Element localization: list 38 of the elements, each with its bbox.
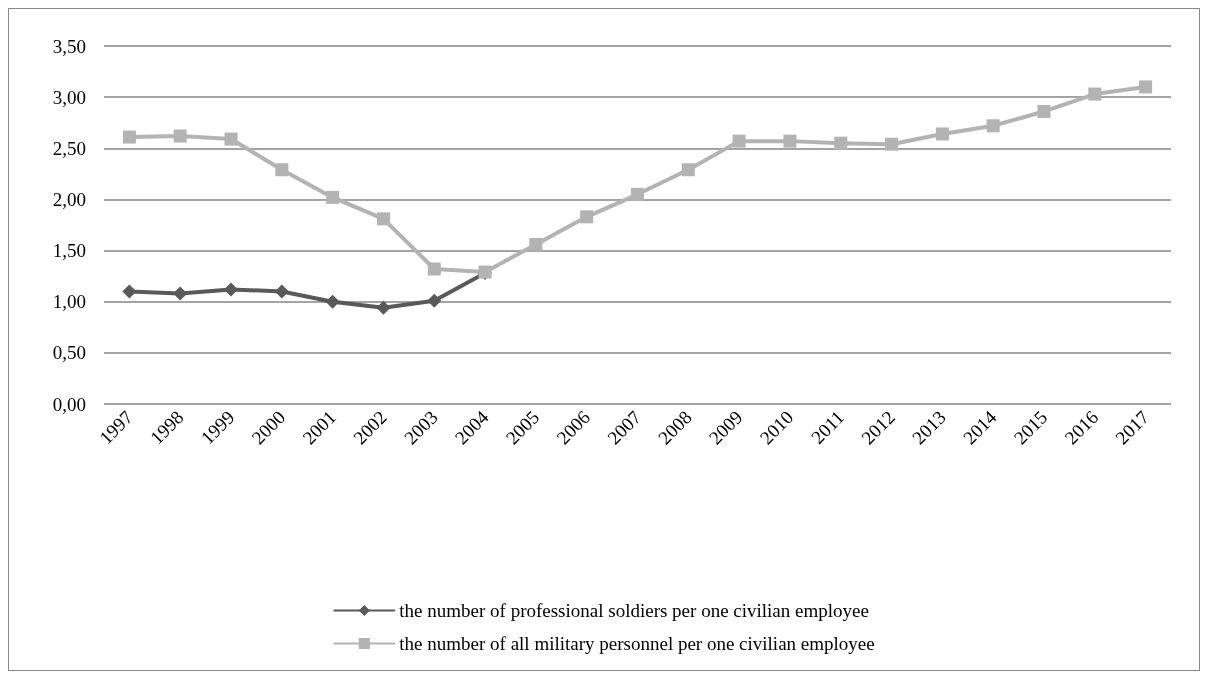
point [529,237,543,251]
y-tick-label: 1,00 [52,291,86,313]
point [885,137,899,151]
y-tick-label: 2,50 [52,137,86,159]
y-tick-label: 3,00 [52,86,86,108]
y-tick-label: 2,00 [52,188,86,210]
point [275,163,289,177]
point [1037,104,1051,118]
point [783,134,797,148]
point [580,210,594,224]
point [325,294,340,309]
point [427,293,442,308]
point [427,262,441,276]
point [834,136,848,150]
legend-label: the number of all military personnel per one civilian employee [399,633,875,654]
y-tick-label: 3,50 [52,35,86,57]
point [1088,87,1102,101]
point [274,284,289,299]
point [326,190,340,204]
point [224,282,239,297]
y-tick-label: 0,50 [52,342,86,364]
x-tick-label: 1999 [196,406,239,449]
point [376,212,390,226]
y-tick-label: 1,50 [52,240,86,262]
point [631,187,644,201]
point [681,163,695,177]
legend-label: the number of professional soldiers per one civilian employee [399,600,869,621]
point [986,119,1000,133]
point [173,129,187,143]
point [376,300,391,315]
point [122,284,137,299]
point [1139,80,1153,94]
point [732,134,746,148]
point [935,127,949,141]
point [224,132,238,146]
point [122,130,136,144]
y-tick-label: 0,00 [52,393,86,415]
point [173,286,188,301]
